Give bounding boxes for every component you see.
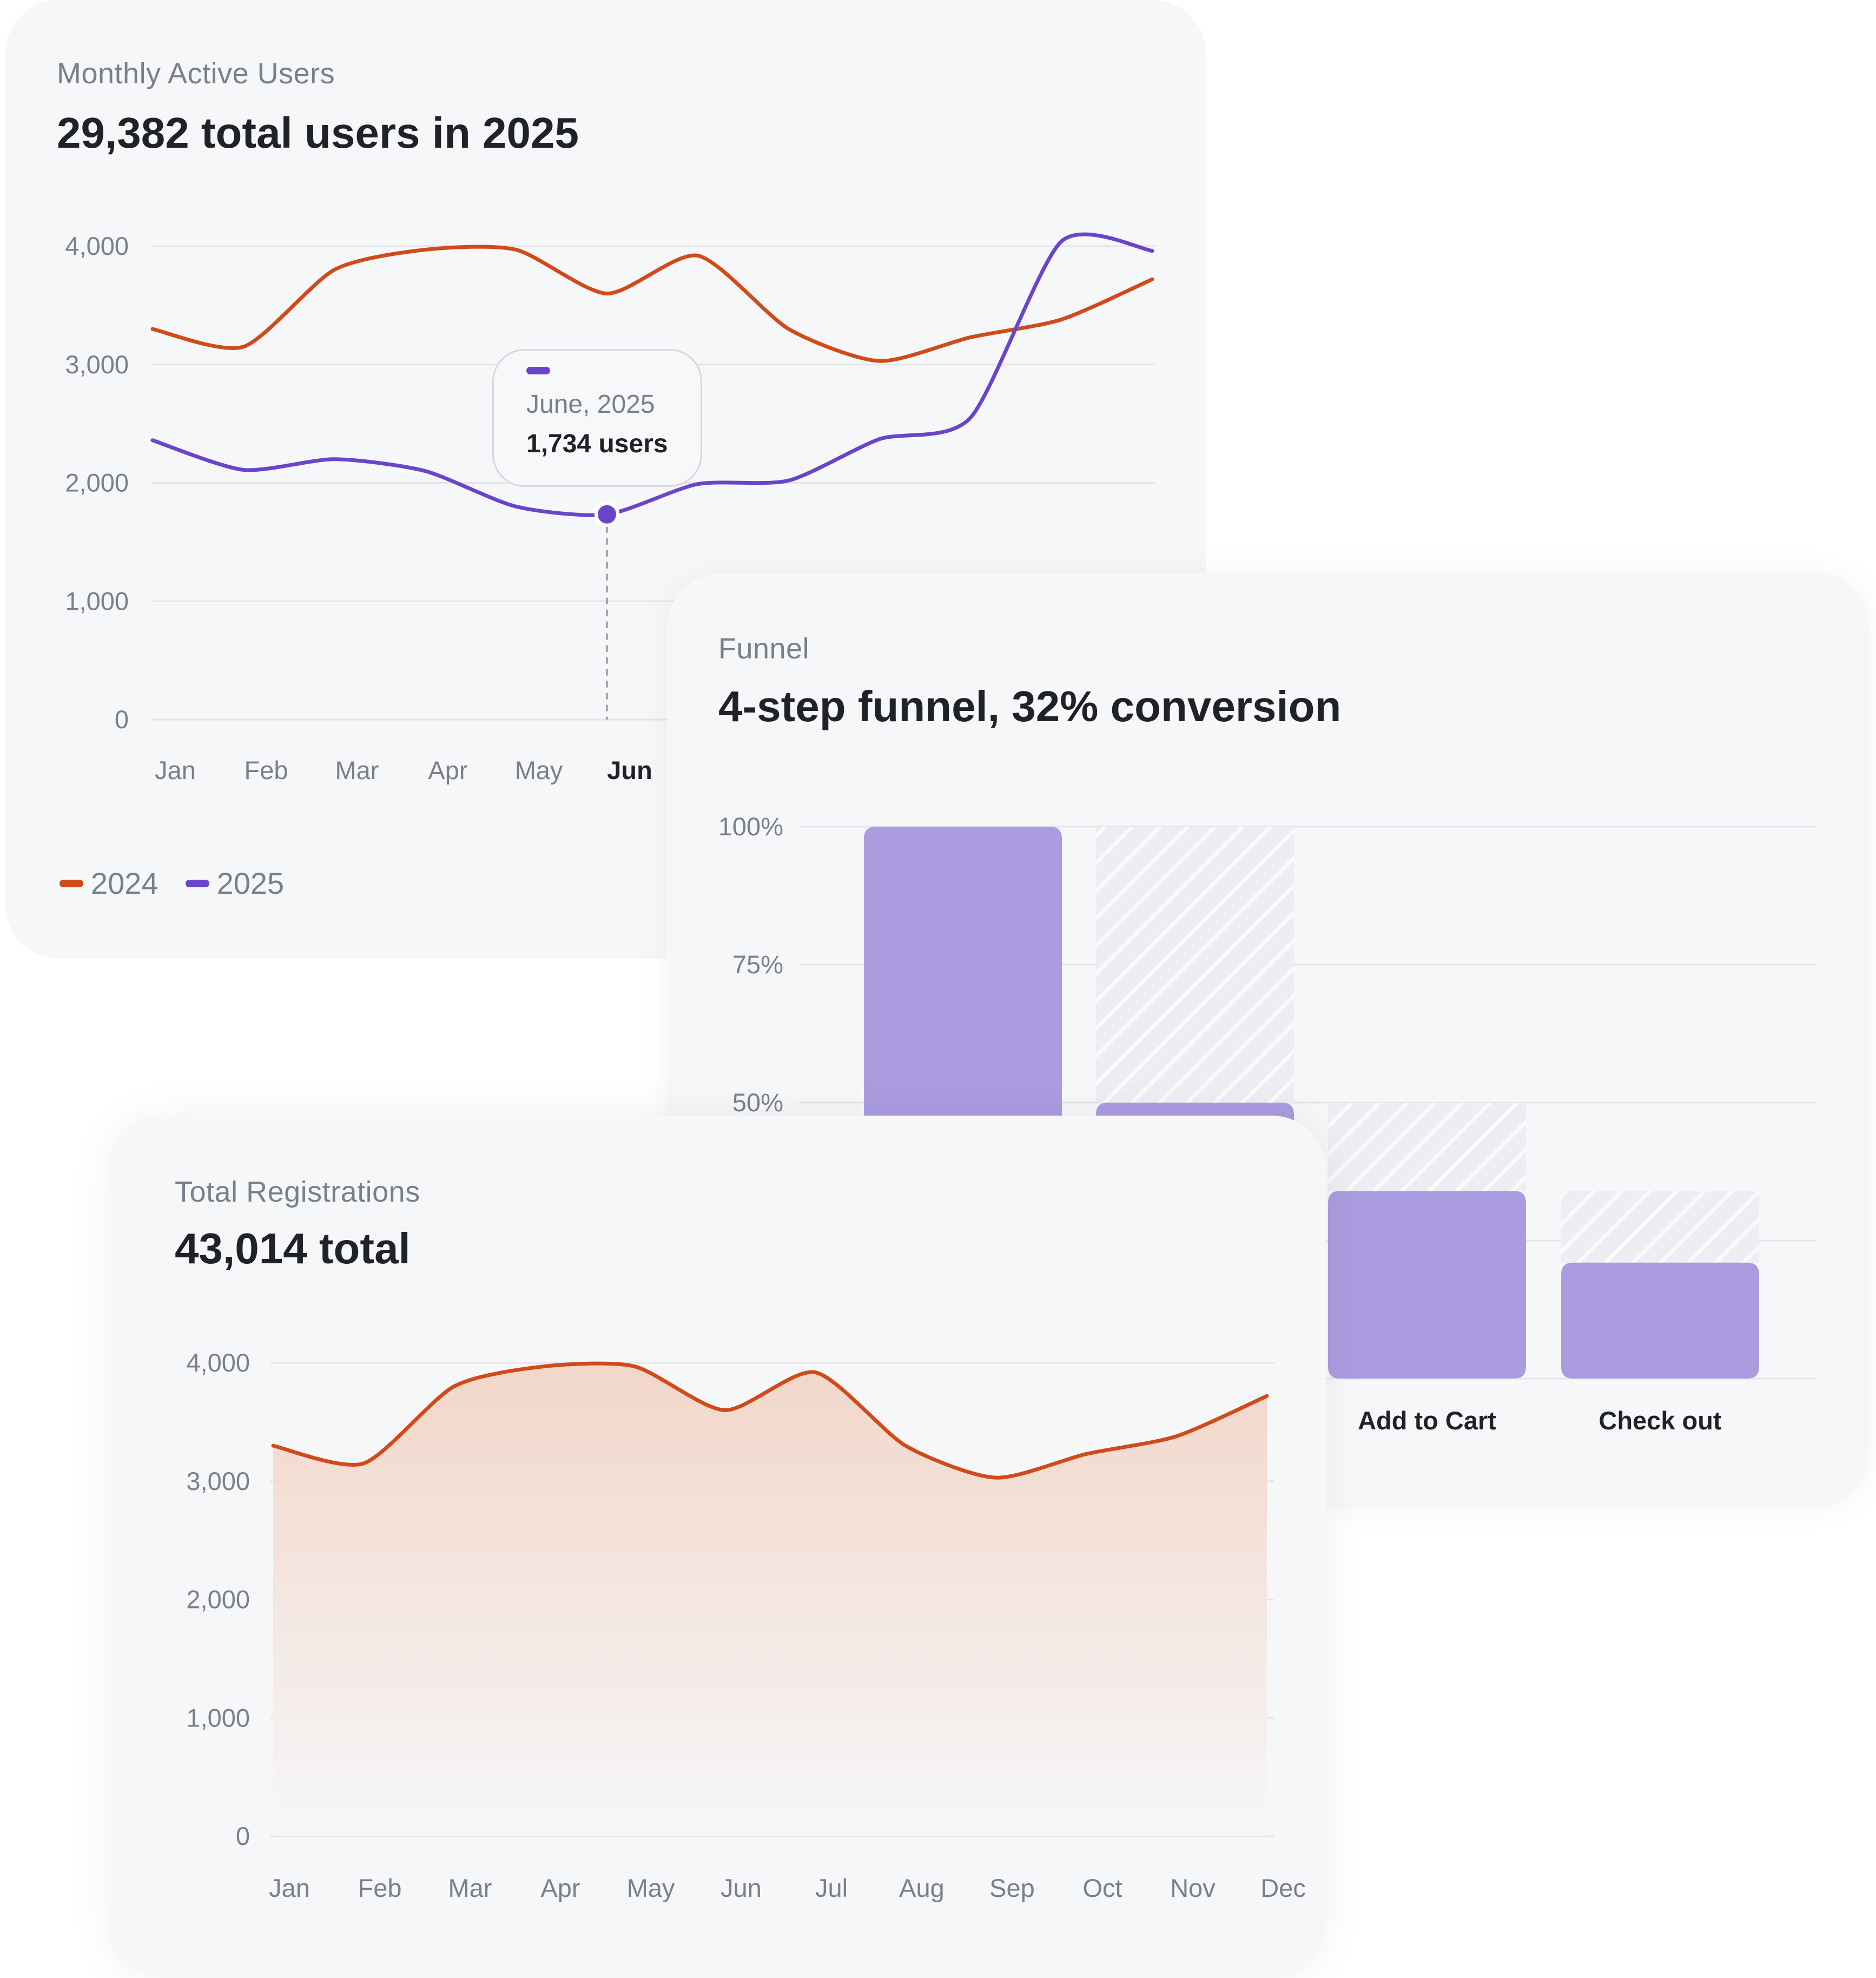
funnel-subtitle: Funnel — [718, 632, 810, 665]
y-tick-label: 2,000 — [65, 469, 129, 497]
y-tick-label: 2,000 — [186, 1585, 250, 1614]
chart-tooltip: June, 2025 1,734 users — [492, 349, 702, 487]
x-tick-label: Apr — [540, 1874, 580, 1902]
x-tick-label: Jan — [269, 1874, 310, 1902]
legend-label-2025: 2025 — [216, 866, 285, 900]
y-tick-label: 1,000 — [65, 586, 129, 615]
x-tick-label: Jun — [607, 756, 652, 784]
area-line — [271, 1361, 1269, 1480]
x-tick-label: Dec — [1260, 1874, 1306, 1902]
x-tick-label: Mar — [335, 756, 379, 784]
mau-title: 29,382 total users in 2025 — [57, 109, 579, 157]
x-tick-label: May — [515, 756, 563, 784]
legend-swatch-2025 — [185, 879, 209, 887]
monthly-active-users-card: Monthly Active Users 29,382 total users … — [5, 0, 1206, 959]
x-tick-label: Aug — [899, 1874, 944, 1902]
funnel-step-label: Check out — [1598, 1406, 1722, 1435]
x-tick-label: May — [627, 1874, 675, 1902]
y-tick-label: 50% — [732, 1088, 783, 1117]
x-tick-label: Oct — [1082, 1874, 1122, 1902]
x-tick-label: Sep — [989, 1874, 1035, 1902]
x-tick-label: Nov — [1170, 1874, 1216, 1902]
hover-point — [594, 502, 619, 527]
total-registrations-card: Total Registrations 43,014 total 0 1,000 2… — [108, 1116, 1326, 1978]
funnel-step-label: Add to Cart — [1358, 1406, 1496, 1435]
y-tick-label: 100% — [718, 812, 783, 841]
x-tick-label: Jun — [721, 1874, 762, 1902]
x-tick-label: Feb — [358, 1874, 402, 1902]
series-line-2024 — [150, 245, 1154, 363]
registrations-area-chart: 0 1,000 2,000 3,000 4,000 Jan Feb Mar Apr May Jun J… — [186, 1348, 1306, 1902]
funnel-dropoff — [1096, 827, 1294, 1103]
y-tick-label: 3,000 — [65, 350, 129, 379]
funnel-dropoff — [1328, 1103, 1526, 1191]
x-tick-label: Apr — [428, 756, 467, 784]
registrations-title: 43,014 total — [175, 1224, 411, 1272]
tooltip-swatch — [526, 367, 550, 374]
y-tick-label: 75% — [732, 950, 783, 979]
x-tick-label: Feb — [245, 756, 288, 784]
x-tick-label: Mar — [448, 1874, 492, 1902]
y-tick-label: 3,000 — [186, 1467, 250, 1495]
area-fill — [273, 1363, 1267, 1836]
y-tick-label: 4,000 — [65, 232, 129, 260]
registrations-subtitle: Total Registrations — [175, 1176, 420, 1208]
y-tick-label: 1,000 — [186, 1703, 250, 1732]
funnel-bar — [1328, 1191, 1526, 1379]
funnel-dropoff — [1561, 1191, 1759, 1263]
tooltip-date: June, 2025 — [526, 390, 655, 419]
mau-subtitle: Monthly Active Users — [57, 57, 335, 90]
legend-item-2025[interactable]: 2025 — [185, 866, 285, 901]
mau-legend: 2024 2025 — [60, 866, 311, 901]
legend-item-2024[interactable]: 2024 — [60, 866, 158, 901]
tooltip-value: 1,734 users — [526, 430, 668, 458]
funnel-title: 4-step funnel, 32% conversion — [718, 682, 1342, 730]
y-tick-label: 0 — [115, 705, 129, 734]
y-tick-label: 0 — [236, 1822, 250, 1850]
y-tick-label: 4,000 — [186, 1348, 250, 1377]
legend-label-2024: 2024 — [91, 866, 158, 900]
series-line-2025 — [150, 232, 1154, 517]
x-tick-label: Jan — [155, 756, 196, 784]
funnel-bar — [1561, 1262, 1759, 1379]
legend-swatch-2024 — [60, 879, 83, 887]
x-tick-label: Jul — [815, 1874, 848, 1902]
